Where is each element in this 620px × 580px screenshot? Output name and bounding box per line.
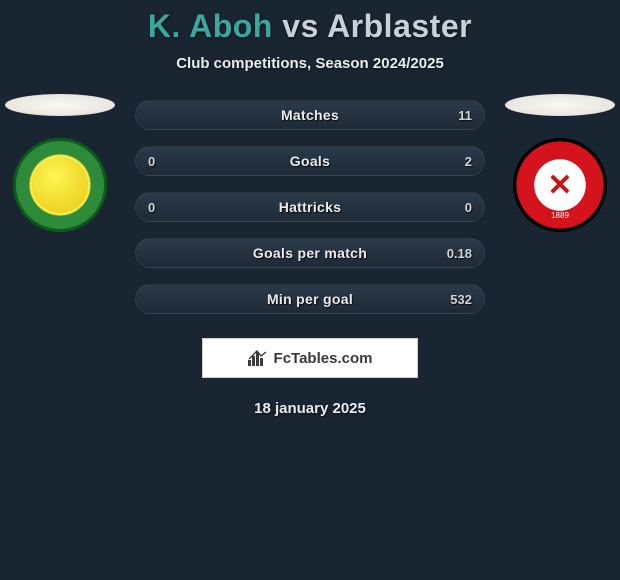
- stat-label: Min per goal: [267, 291, 353, 307]
- stat-row: 0 Goals 2: [135, 146, 485, 176]
- norwich-logo: [13, 138, 107, 232]
- date-label: 18 january 2025: [0, 400, 620, 417]
- vs-separator: vs: [282, 8, 319, 44]
- stat-row: Min per goal 532: [135, 284, 485, 314]
- stat-value-right: 0.18: [447, 239, 472, 267]
- bar-chart-icon: [248, 350, 268, 366]
- stat-value-left: 0: [148, 193, 155, 221]
- stat-row: 0 Hattricks 0: [135, 192, 485, 222]
- subtitle: Club competitions, Season 2024/2025: [0, 55, 620, 72]
- mid-section: Matches 11 0 Goals 2 0 Hattricks 0 Goals…: [0, 100, 620, 417]
- stat-value-right: 2: [465, 147, 472, 175]
- player1-avatar-placeholder: [5, 94, 115, 116]
- stat-value-right: 532: [450, 285, 472, 313]
- stat-label: Matches: [281, 107, 339, 123]
- badge-text: FcTables.com: [274, 350, 373, 367]
- sheffield-united-logo: [513, 138, 607, 232]
- fctables-badge: FcTables.com: [202, 338, 418, 378]
- stat-row: Goals per match 0.18: [135, 238, 485, 268]
- stat-row: Matches 11: [135, 100, 485, 130]
- stats-table: Matches 11 0 Goals 2 0 Hattricks 0 Goals…: [135, 100, 485, 314]
- player2-avatar-placeholder: [505, 94, 615, 116]
- player2-column: [505, 94, 615, 232]
- stat-label: Goals per match: [253, 245, 367, 261]
- stat-label: Hattricks: [279, 199, 342, 215]
- player1-column: [5, 94, 115, 232]
- stat-value-left: 0: [148, 147, 155, 175]
- infographic-container: K. Aboh vs Arblaster Club competitions, …: [0, 0, 620, 417]
- comparison-title: K. Aboh vs Arblaster: [0, 8, 620, 45]
- player2-name: Arblaster: [327, 8, 472, 44]
- player1-name: K. Aboh: [148, 8, 273, 44]
- stat-value-right: 11: [458, 101, 472, 129]
- stat-value-right: 0: [465, 193, 472, 221]
- stat-label: Goals: [290, 153, 330, 169]
